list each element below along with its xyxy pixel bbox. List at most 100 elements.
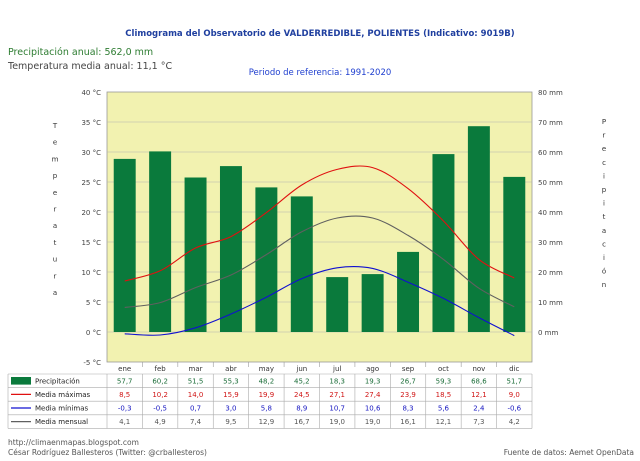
- y-left-tick-label: 10 °C: [81, 269, 101, 277]
- month-label: sep: [402, 365, 415, 373]
- y-right-tick-label: 20 mm: [538, 269, 563, 277]
- month-label: oct: [438, 365, 449, 373]
- table-value: 57,7: [117, 377, 133, 385]
- month-label: jul: [332, 365, 341, 373]
- y-right-tick-label: 10 mm: [538, 299, 563, 307]
- max-temperature-line: [124, 165, 515, 282]
- y-left-axis-label: t: [54, 239, 57, 247]
- y-left-axis-label: r: [54, 272, 57, 280]
- y-left-tick-label: 35 °C: [81, 119, 101, 127]
- month-label: nov: [472, 365, 485, 373]
- y-right-tick-label: 0 mm: [538, 329, 558, 337]
- table-value: 19,0: [365, 418, 381, 426]
- table-value: 12,1: [471, 391, 487, 399]
- y-right-tick-label: 40 mm: [538, 209, 563, 217]
- y-right-tick-label: 30 mm: [538, 239, 563, 247]
- table-value: 10,7: [329, 405, 345, 413]
- y-right-tick-label: 70 mm: [538, 119, 563, 127]
- y-left-tick-label: 5 °C: [86, 299, 101, 307]
- y-right-axis-label: c: [602, 240, 606, 248]
- y-left-axis-label: T: [52, 122, 58, 130]
- table-value: 12,9: [259, 418, 275, 426]
- precipitation-bar: [149, 151, 172, 332]
- table-value: 27,4: [365, 391, 381, 399]
- month-label: abr: [225, 365, 237, 373]
- table-value: 26,7: [400, 377, 416, 385]
- month-label: jun: [295, 365, 307, 373]
- y-right-axis-label: n: [602, 281, 606, 289]
- precipitation-bar: [113, 158, 136, 332]
- table-value: 9,5: [225, 418, 236, 426]
- y-left-tick-label: 20 °C: [81, 209, 101, 217]
- y-left-axis-label: a: [53, 222, 57, 230]
- y-left-axis-label: u: [53, 256, 57, 264]
- precipitation-bar: [326, 277, 349, 332]
- y-left-tick-label: 25 °C: [81, 179, 101, 187]
- table-value: 51,7: [506, 377, 522, 385]
- precipitation-bar: [467, 126, 490, 332]
- y-left-axis-label: r: [54, 206, 57, 214]
- precipitation-bar: [290, 196, 313, 332]
- table-value: 14,0: [188, 391, 204, 399]
- table-value: 51,5: [188, 377, 204, 385]
- table-value: 19,0: [329, 418, 345, 426]
- table-value: 4,1: [119, 418, 130, 426]
- table-value: 5,6: [438, 405, 450, 413]
- month-label: mar: [189, 365, 203, 373]
- table-value: 10,2: [152, 391, 168, 399]
- y-left-tick-label: 15 °C: [81, 239, 101, 247]
- y-right-axis-label: i: [603, 200, 605, 208]
- y-right-axis-label: i: [603, 172, 605, 180]
- table-value: 24,5: [294, 391, 310, 399]
- legend-precipitation-swatch: [11, 377, 31, 385]
- table-value: 5,8: [261, 405, 272, 413]
- y-right-axis-label: r: [603, 132, 606, 140]
- table-value: 8,5: [119, 391, 130, 399]
- table-value: -0,5: [153, 405, 167, 413]
- table-value: 60,2: [152, 377, 168, 385]
- table-value: 15,9: [223, 391, 239, 399]
- legend-precipitation: Precipitación: [35, 377, 80, 385]
- y-left-tick-label: 0 °C: [86, 329, 101, 337]
- plot-area: [106, 91, 533, 363]
- table-value: 16,1: [400, 418, 416, 426]
- month-label: ene: [118, 365, 131, 373]
- footer-blog-url[interactable]: http://climaenmapas.blogspot.com: [8, 438, 139, 447]
- precipitation-bar: [397, 251, 420, 332]
- y-right-axis-label: a: [602, 227, 606, 235]
- table-value: 7,3: [473, 418, 484, 426]
- table-value: 18,5: [436, 391, 452, 399]
- month-label: may: [259, 365, 274, 373]
- table-value: 19,3: [365, 377, 381, 385]
- table-value: 27,1: [329, 391, 345, 399]
- y-right-axis-label: i: [603, 254, 605, 262]
- table-value: 0,7: [190, 405, 201, 413]
- y-right-axis-label: e: [602, 145, 606, 153]
- table-value: 8,9: [296, 405, 307, 413]
- precipitation-bar: [361, 274, 384, 332]
- table-value: 55,3: [223, 377, 239, 385]
- y-left-axis-label: p: [53, 172, 58, 180]
- annual-temperature: Temperatura media anual: 11,1 °C: [8, 61, 173, 72]
- y-right-tick-label: 80 mm: [538, 89, 563, 97]
- y-right-tick-label: 60 mm: [538, 149, 563, 157]
- legend-mean-temperature: Media mensual: [35, 418, 88, 426]
- month-label: ago: [366, 365, 379, 373]
- reference-period: Periodo de referencia: 1991-2020: [248, 68, 392, 78]
- month-label: feb: [155, 365, 167, 373]
- table-value: 9,0: [509, 391, 520, 399]
- min-temperature-line: [124, 266, 515, 337]
- table-value: 7,4: [190, 418, 202, 426]
- y-right-axis-label: P: [602, 118, 606, 126]
- precipitation-bar: [255, 187, 278, 332]
- precipitation-bar: [503, 176, 526, 332]
- legend-max-temperature: Media máximas: [35, 391, 91, 399]
- footer-author: César Rodríguez Ballesteros (Twitter: @c…: [8, 448, 207, 457]
- y-left-axis-label: m: [52, 155, 59, 163]
- precipitation-bar: [184, 177, 207, 332]
- table-value: 48,2: [259, 377, 275, 385]
- y-right-axis-label: t: [603, 213, 606, 221]
- y-left-axis-label: e: [53, 139, 57, 147]
- table-value: 12,1: [436, 418, 452, 426]
- table-value: 8,3: [402, 405, 413, 413]
